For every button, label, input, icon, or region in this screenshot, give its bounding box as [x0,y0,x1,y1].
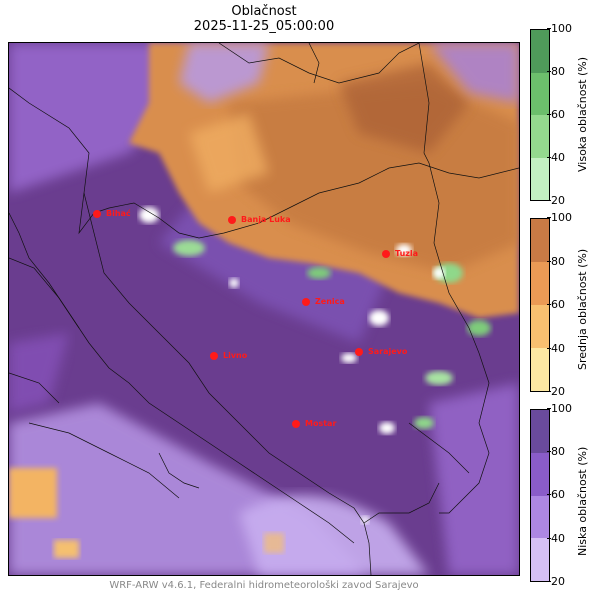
colorbar-label: Srednja oblačnost (%) [576,248,589,370]
colorbar-label: Niska oblačnost (%) [576,446,589,556]
city-bihac: Bihać [93,208,131,218]
colorbar-tick: 40 [547,342,565,355]
mid-cloud-patch [264,533,284,553]
city-mostar: Mostar [292,419,336,428]
colorbar-segment [531,72,549,115]
white-spot [139,207,159,223]
colorbar-tick: 80 [547,65,565,78]
colorbar-tick: 100 [547,22,572,35]
colorbar-segment [531,495,549,539]
colorbar-segment [531,219,549,262]
mid-cloud-light [189,113,269,193]
low-cloud-light-zone [429,383,519,575]
low-cloud-light-zone [9,333,69,413]
city-dot [302,298,310,306]
city-banja-luka: Banja Luka [228,215,291,224]
colorbar-high-cloud [530,29,550,201]
high-cloud-spot [307,267,331,279]
white-spot [229,278,239,288]
white-spot [396,244,412,256]
city-dot [93,210,101,218]
city-label: Livno [223,351,248,360]
colorbar-segment [531,157,549,200]
model-credit: WRF-ARW v4.6.1, Federalni hidrometeorolo… [109,580,419,591]
colorbar-segment [531,538,549,581]
high-cloud-spot [467,320,491,336]
border-lines [9,43,519,575]
city-label: Tuzla [395,249,418,258]
city-tuzla: Tuzla [382,249,418,258]
colorbar-tick: 60 [547,488,565,501]
high-cloud-spot [425,371,453,385]
city-dot [382,250,390,258]
low-cloud-light-zone [239,495,429,575]
city-sarajevo: Sarajevo [355,347,408,356]
city-dot [292,420,300,428]
map-timestamp: 2025-11-25_05:00:00 [193,19,335,34]
colorbar-segment [531,410,549,453]
colorbar-segment [531,348,549,391]
city-label: Bihać [106,208,131,218]
colorbar-segment [531,115,549,158]
city-label: Zenica [315,297,345,306]
colorbar-tick: 100 [547,402,572,415]
city-label: Banja Luka [241,215,291,224]
mid-cloud-dense [339,63,469,153]
city-dot [228,216,236,224]
white-spot [369,310,389,326]
mid-cloud-patch [9,468,57,518]
high-cloud-spot [414,417,434,429]
city-dot [210,352,218,360]
colorbar-tick: 100 [547,211,572,224]
colorbar-tick: 40 [547,151,565,164]
city-label: Sarajevo [368,347,408,356]
city-label: Mostar [305,419,336,428]
low-cloud-light-zone [9,43,189,193]
city-markers: Bihać Banja Luka Tuzla Zenica Livno Sara… [93,208,418,428]
map-title: Oblačnost [231,4,297,19]
mid-cloud-patch [54,540,79,558]
colorbar-tick: 40 [547,532,565,545]
high-cloud-spot [173,240,205,256]
colorbar-mid-cloud [530,218,550,392]
colorbar-segment [531,262,549,305]
cloud-cover-map: Bihać Banja Luka Tuzla Zenica Livno Sara… [8,42,520,576]
colorbar-tick: 80 [547,255,565,268]
low-cloud-patch [179,43,269,103]
colorbar-tick: 80 [547,445,565,458]
colorbar-tick: 60 [547,298,565,311]
colorbar-tick: 20 [547,385,565,398]
white-spot [341,353,357,363]
city-dot [355,348,363,356]
colorbar-segment [531,305,549,348]
white-spot [379,422,395,434]
colorbar-tick: 60 [547,108,565,121]
colorbar-segment [531,452,549,496]
colorbar-low-cloud [530,409,550,582]
city-zenica: Zenica [302,297,345,306]
city-livno: Livno [210,351,248,360]
colorbar-label: Visoka oblačnost (%) [576,56,589,172]
low-cloud-patch [429,43,519,103]
colorbar-tick: 20 [547,194,565,207]
colorbar-segment [531,30,549,73]
colorbar-tick: 20 [547,575,565,588]
